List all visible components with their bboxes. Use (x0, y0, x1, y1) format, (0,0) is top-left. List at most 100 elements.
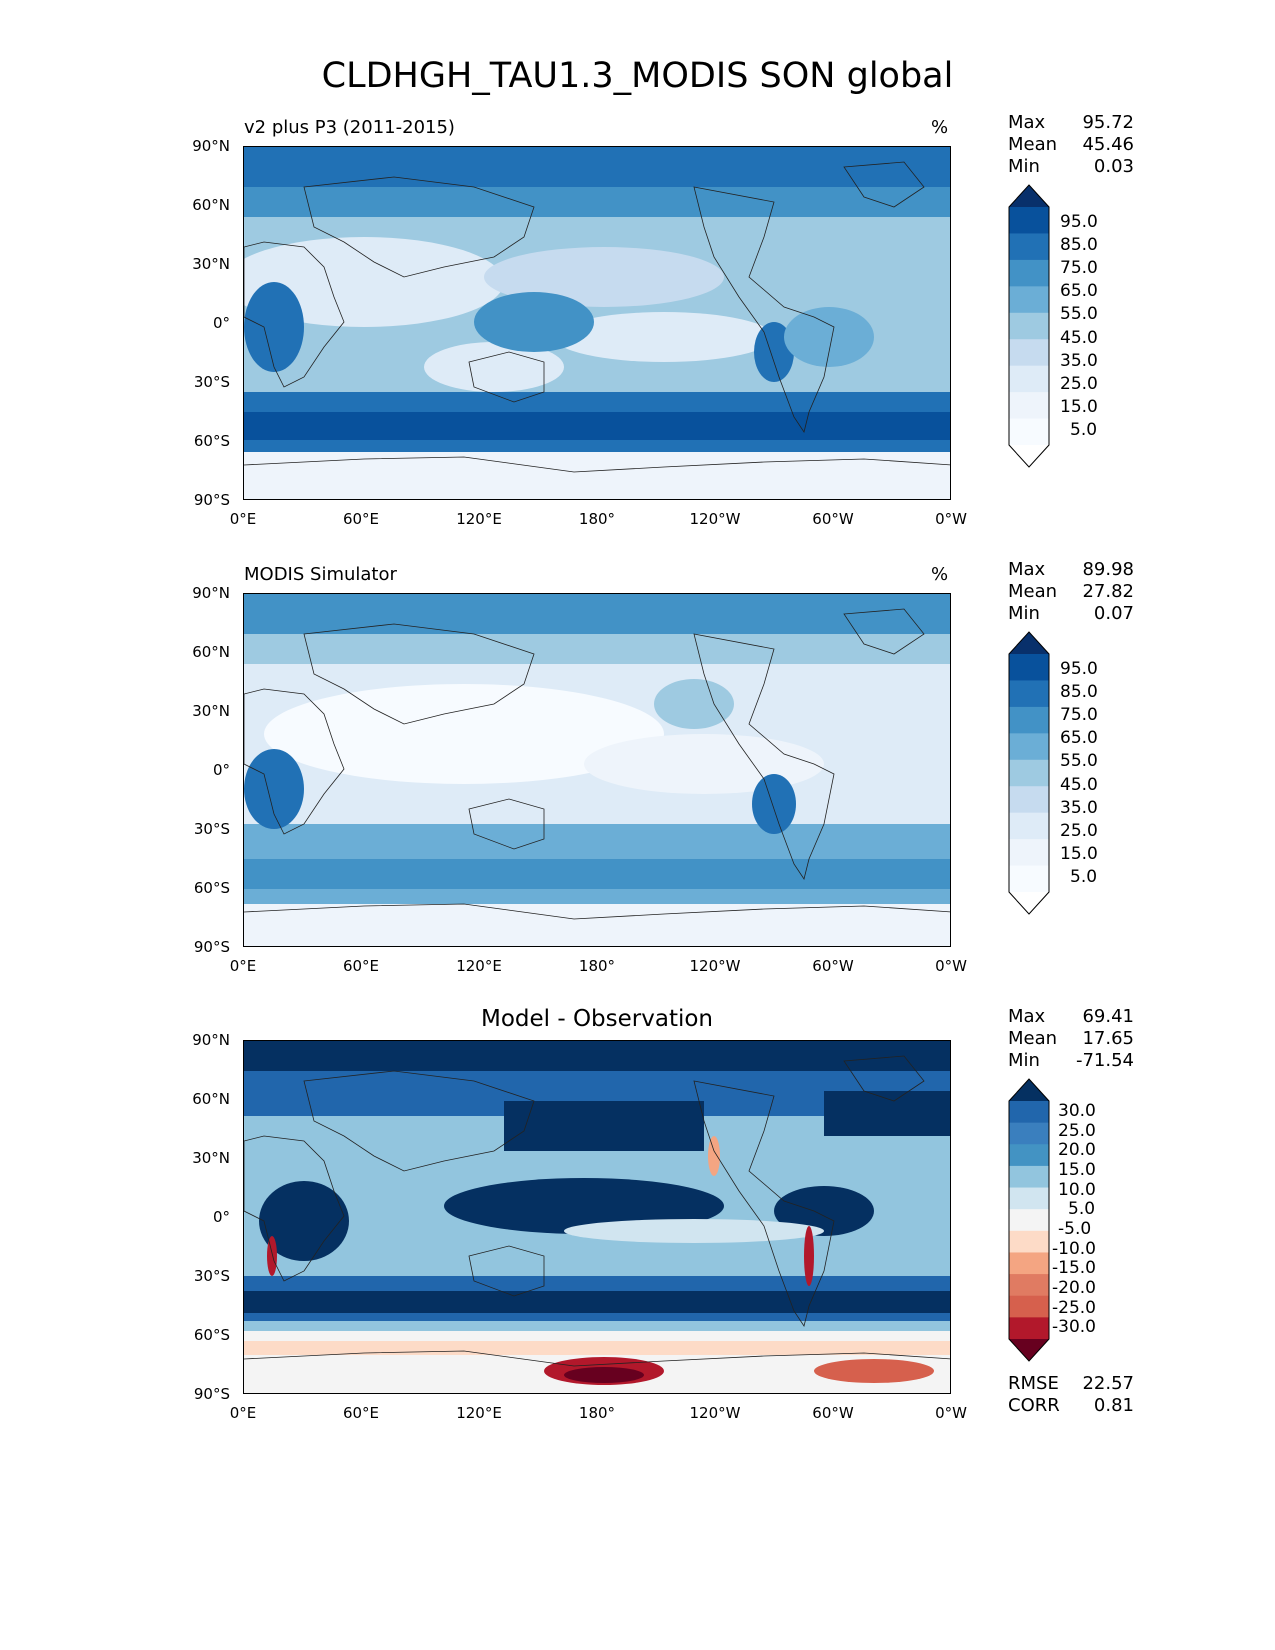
colorbar-swatch (1009, 1122, 1049, 1145)
lon-tick: 120°E (456, 957, 502, 975)
map-panel-3-svg (244, 1041, 950, 1393)
midlat-band-north (244, 634, 950, 664)
lon-tick: 120°W (689, 510, 741, 528)
colorbar-swatch (1009, 233, 1049, 261)
north-pacific-cloud (654, 679, 734, 729)
colorbar-swatch (1009, 1274, 1049, 1297)
colorbar-tick: 10.0 (1058, 1180, 1096, 1200)
colorbar-panel-1 (1008, 184, 1050, 468)
colorbar-extension-max (1009, 632, 1049, 654)
colorbar-swatch (1009, 312, 1049, 340)
panel-3-metrics: RMSE 22.57 CORR 0.81 (1008, 1373, 1134, 1417)
greenland-coastline (843, 161, 925, 208)
atlantic-stratus (244, 282, 304, 372)
colorbar-swatch (1009, 1317, 1049, 1340)
north-pacific-positive (504, 1101, 704, 1151)
panel-1-label: v2 plus P3 (2011-2015) (244, 117, 455, 138)
pacific-clear-south (554, 312, 774, 362)
colorbar-swatch (1009, 1230, 1049, 1253)
lon-tick: 0°W (935, 510, 967, 528)
map-panel-2 (243, 593, 951, 947)
colorbar-tick: 5.0 (1068, 1199, 1096, 1219)
colorbar-swatch (1009, 1144, 1049, 1167)
lat-tick: 90°S (193, 1385, 230, 1403)
min-label: Min (1008, 156, 1040, 177)
lon-tick: 0°E (229, 1404, 257, 1422)
pacific-clear-north (484, 247, 724, 307)
lat-tick: 90°N (192, 584, 230, 602)
min-label: Min (1008, 603, 1040, 624)
lon-tick: 120°E (456, 510, 502, 528)
colorbar-swatch (1009, 733, 1049, 761)
colorbar-tick: 35.0 (1060, 351, 1098, 371)
corr-label: CORR (1008, 1395, 1060, 1416)
colorbar-swatch (1009, 865, 1049, 893)
map-panel-1 (243, 146, 951, 500)
lat-tick: 30°S (193, 373, 230, 391)
colorbar-swatch (1009, 812, 1049, 840)
colorbar-swatch (1009, 286, 1049, 314)
colorbar-swatch (1009, 786, 1049, 814)
lat-tick: 60°S (193, 879, 230, 897)
lat-tick: 0° (212, 761, 230, 779)
min-value: 0.03 (1093, 156, 1134, 177)
max-value: 69.41 (1082, 1006, 1134, 1027)
colorbar-outline (1008, 1078, 1050, 1362)
lon-tick: 60°E (342, 1404, 380, 1422)
colorbar-tick: 85.0 (1060, 235, 1098, 255)
max-value: 95.72 (1082, 112, 1134, 133)
mean-label: Mean (1008, 581, 1058, 602)
colorbar-extension-min (1009, 445, 1049, 467)
colorbar-swatch (1009, 1209, 1049, 1232)
colorbar-swatch (1009, 759, 1049, 787)
colorbar-tick: 20.0 (1058, 1140, 1096, 1160)
lat-tick: 60°N (192, 196, 230, 214)
antarctica-coastline (244, 456, 950, 473)
lon-tick: 0°E (229, 957, 257, 975)
australia-clear (424, 342, 564, 392)
colorbar-swatch (1009, 1252, 1049, 1275)
colorbar-swatch (1009, 1101, 1049, 1124)
colorbar-tick: 5.0 (1070, 420, 1098, 440)
corr-value: 0.81 (1093, 1395, 1134, 1416)
lon-tick: 60°W (812, 957, 854, 975)
mean-value: 27.82 (1082, 581, 1134, 602)
eurasia-coastline (303, 176, 535, 278)
lat-tick: 30°N (192, 702, 230, 720)
lat-tick: 30°S (193, 1267, 230, 1285)
figure-title: CLDHGH_TAU1.3_MODIS SON global (321, 56, 954, 96)
africa-coastline (244, 241, 345, 388)
lat-tick: 90°S (193, 491, 230, 509)
peru-stratus (752, 774, 796, 834)
colorbar-swatch (1009, 654, 1049, 681)
panel-1-stats: Max 95.72 Mean 45.46 Min 0.03 (1008, 112, 1134, 178)
colorbar-tick: 65.0 (1060, 728, 1098, 748)
arctic-band (244, 1041, 950, 1071)
colorbar-tick: 45.0 (1060, 775, 1098, 795)
colorbar-tick: 5.0 (1070, 867, 1098, 887)
lon-tick: 60°E (342, 510, 380, 528)
min-value: -71.54 (1075, 1050, 1134, 1071)
colorbar-swatch (1009, 418, 1049, 446)
mean-value: 45.46 (1082, 134, 1134, 155)
amazon-positive (774, 1186, 874, 1236)
colorbar-swatch (1009, 207, 1049, 234)
panel-2-stats: Max 89.98 Mean 27.82 Min 0.07 (1008, 559, 1134, 625)
colorbar-tick: 85.0 (1060, 682, 1098, 702)
colorbar-swatch (1009, 392, 1049, 420)
australia-coastline (468, 1245, 545, 1297)
lat-tick: 0° (212, 1208, 230, 1226)
colorbar-swatch (1009, 259, 1049, 287)
panel-1-units: % (931, 117, 949, 138)
min-label: Min (1008, 1050, 1040, 1071)
california-negative (708, 1136, 720, 1176)
lat-tick: 0° (212, 314, 230, 332)
colorbar-tick: 65.0 (1060, 281, 1098, 301)
colorbar-swatch (1009, 839, 1049, 867)
subtropical-clear-north (244, 237, 504, 327)
colorbar-tick: 95.0 (1060, 659, 1098, 679)
colorbar-tick: 55.0 (1060, 751, 1098, 771)
max-label: Max (1008, 559, 1046, 580)
midlat-band-north (244, 187, 950, 217)
colorbar-tick: 15.0 (1060, 397, 1098, 417)
